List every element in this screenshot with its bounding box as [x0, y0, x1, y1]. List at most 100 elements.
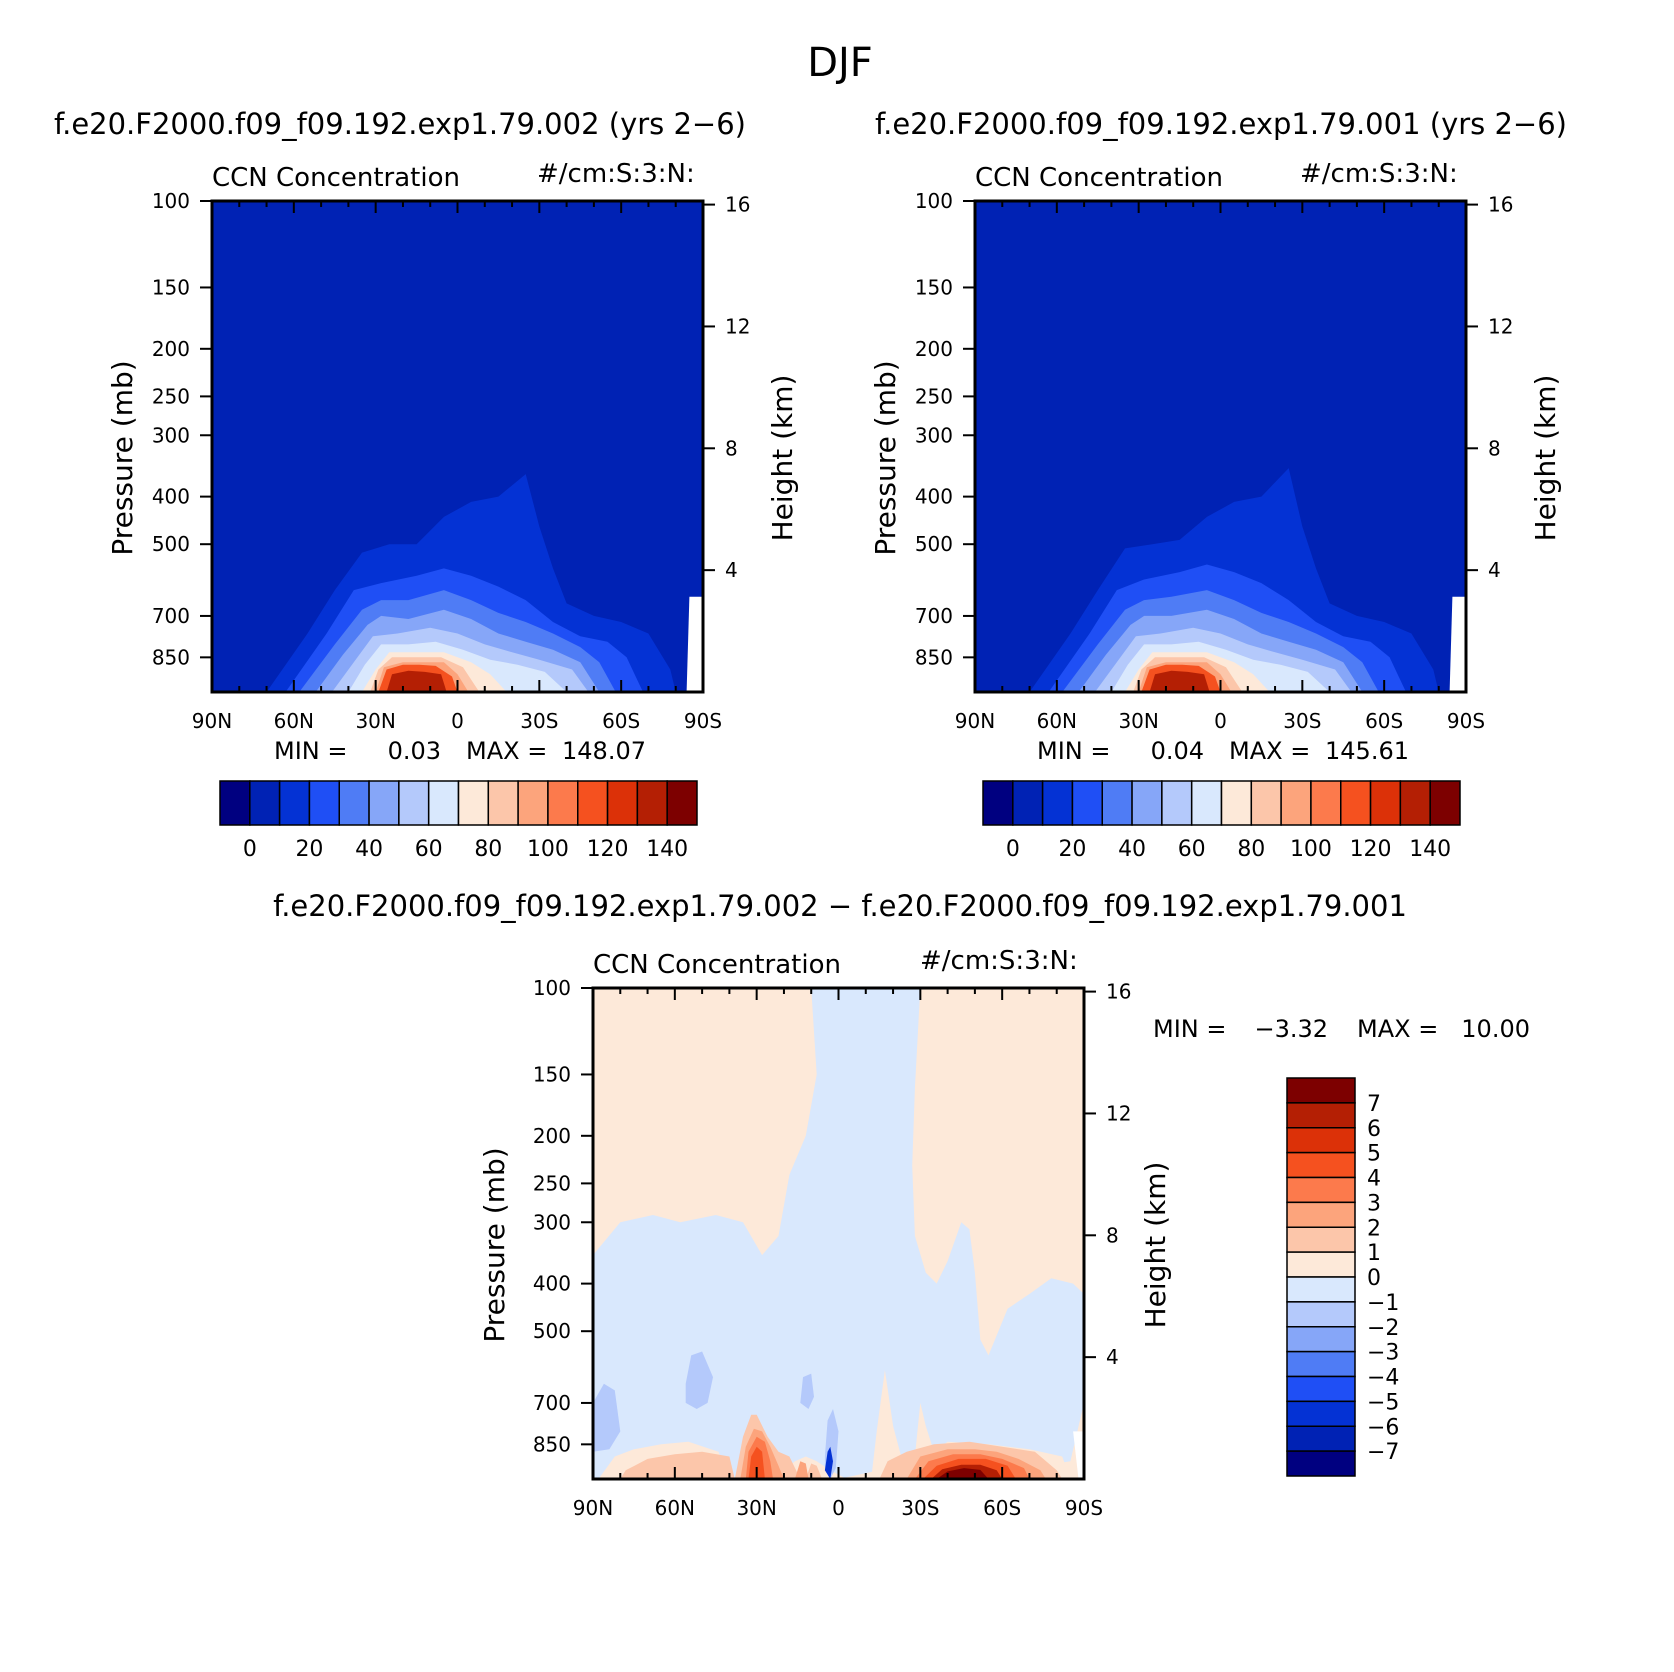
max-value: 145.61 [1325, 737, 1409, 765]
y-tick-label: 100 [152, 189, 190, 213]
panel-title: f.e20.F2000.f09_f09.192.exp1.79.001 (yrs… [875, 107, 1567, 141]
y-right-tick-label: 4 [725, 558, 738, 582]
contour-region [593, 1383, 621, 1452]
colorbar-box [982, 780, 1014, 826]
colorbar-box [577, 780, 609, 826]
colorbar-box [1286, 1350, 1356, 1378]
y-tick-label: 850 [915, 645, 953, 669]
colorbar-box [1286, 1450, 1356, 1477]
colorbar-label: −6 [1367, 1415, 1399, 1440]
colorbar-box [1286, 1077, 1356, 1104]
x-tick-label: 90N [955, 709, 995, 733]
colorbar-box [278, 780, 311, 826]
colorbar-label: 20 [295, 837, 323, 862]
colorbar-box [1071, 780, 1103, 826]
y-axis-right-label: Height (km) [1529, 375, 1562, 542]
colorbar-label: 120 [1350, 837, 1392, 862]
min-label: MIN = [1153, 1015, 1226, 1043]
colorbar-box [1310, 780, 1342, 826]
y-tick-label: 300 [533, 1210, 571, 1234]
min-label: MIN = [1037, 737, 1110, 765]
y-tick-label: 400 [915, 485, 953, 509]
colorbar: 0 20 40 60 80 100 120 140 [982, 780, 1461, 862]
y-right-tick-label: 16 [1106, 980, 1131, 1004]
y-tick-label: 200 [152, 337, 190, 361]
colorbar-box [487, 780, 519, 826]
left-string: CCN Concentration [975, 163, 1223, 193]
y-tick-label: 300 [915, 423, 953, 447]
colorbar-box [517, 780, 549, 826]
y-right-tick-label: 12 [1488, 314, 1513, 338]
contour-region [748, 1446, 765, 1479]
colorbar-box [1369, 780, 1402, 826]
y-tick-label: 200 [533, 1124, 571, 1148]
colorbar-box [1399, 780, 1431, 826]
colorbar-label: 40 [1118, 837, 1146, 862]
x-tick-label: 60N [655, 1496, 695, 1520]
x-tick-label: 60S [602, 709, 640, 733]
contour-region [620, 1451, 735, 1479]
colorbar-label: 7 [1367, 1092, 1381, 1117]
y-tick-label: 100 [533, 976, 571, 1000]
colorbar-box [1041, 780, 1074, 826]
y-axis-label: Pressure (mb) [869, 360, 902, 555]
colorbar-box [1286, 1400, 1356, 1427]
max-label: MAX = [1229, 737, 1310, 765]
y-tick-label: 400 [533, 1272, 571, 1296]
left-string: CCN Concentration [212, 163, 460, 193]
colorbar-label: −4 [1367, 1366, 1399, 1391]
y-tick-label: 100 [915, 189, 953, 213]
y-axis-label: Pressure (mb) [106, 360, 139, 555]
colorbar-box [1429, 780, 1461, 826]
colorbar-label: 2 [1367, 1216, 1381, 1241]
contour-region [805, 1463, 823, 1479]
y-axis-label: Pressure (mb) [478, 1147, 511, 1342]
colorbar-label: 80 [1237, 837, 1265, 862]
y-right-tick-label: 8 [1488, 436, 1501, 460]
x-tick-label: 30N [736, 1496, 776, 1520]
colorbar-box [219, 780, 251, 826]
contour-field [593, 988, 1084, 1479]
max-label: MAX = [1357, 1015, 1438, 1043]
x-tick-label: 60S [1365, 709, 1403, 733]
colorbar-label: 100 [1290, 837, 1332, 862]
colorbar-box [1190, 780, 1223, 826]
colorbar-box [1286, 1176, 1356, 1204]
min-value: 0.04 [1151, 737, 1204, 765]
x-tick-label: 30S [520, 709, 558, 733]
y-right-tick-label: 12 [1106, 1101, 1131, 1125]
colorbar-box [1286, 1251, 1356, 1278]
x-tick-label: 90N [192, 709, 232, 733]
x-tick-label: 30S [901, 1496, 939, 1520]
x-tick-label: 90S [1447, 709, 1485, 733]
y-tick-label: 700 [533, 1391, 571, 1415]
min-value: 0.03 [388, 737, 441, 765]
y-right-tick-label: 16 [725, 193, 750, 217]
y-right-tick-label: 12 [725, 314, 750, 338]
colorbar-label: −7 [1367, 1440, 1399, 1465]
colorbar-box [1012, 780, 1044, 826]
x-tick-label: 60S [983, 1496, 1021, 1520]
figure-title: DJF [807, 40, 873, 86]
min-value: −3.32 [1254, 1015, 1328, 1043]
colorbar-box [338, 780, 370, 826]
y-tick-label: 500 [533, 1319, 571, 1343]
colorbar-label: 120 [587, 837, 629, 862]
colorbar-label: −5 [1367, 1390, 1399, 1415]
panel-left-top: f.e20.F2000.f09_f09.192.exp1.79.002 (yrs… [54, 107, 799, 862]
missing-data-region [686, 596, 703, 692]
y-tick-label: 250 [152, 384, 190, 408]
colorbar-label: 0 [1367, 1266, 1381, 1291]
max-label: MAX = [466, 737, 547, 765]
y-right-tick-label: 16 [1488, 193, 1513, 217]
colorbar-box [666, 780, 698, 826]
colorbar-box [1286, 1226, 1356, 1253]
colorbar-label: 0 [1006, 837, 1020, 862]
contour-region [386, 670, 447, 692]
colorbar-box [606, 780, 639, 826]
right-string: #/cm:S:3:N: [1300, 159, 1458, 189]
colorbar-label: 140 [1409, 837, 1451, 862]
colorbar-label: 140 [646, 837, 688, 862]
x-tick-label: 30N [355, 709, 395, 733]
